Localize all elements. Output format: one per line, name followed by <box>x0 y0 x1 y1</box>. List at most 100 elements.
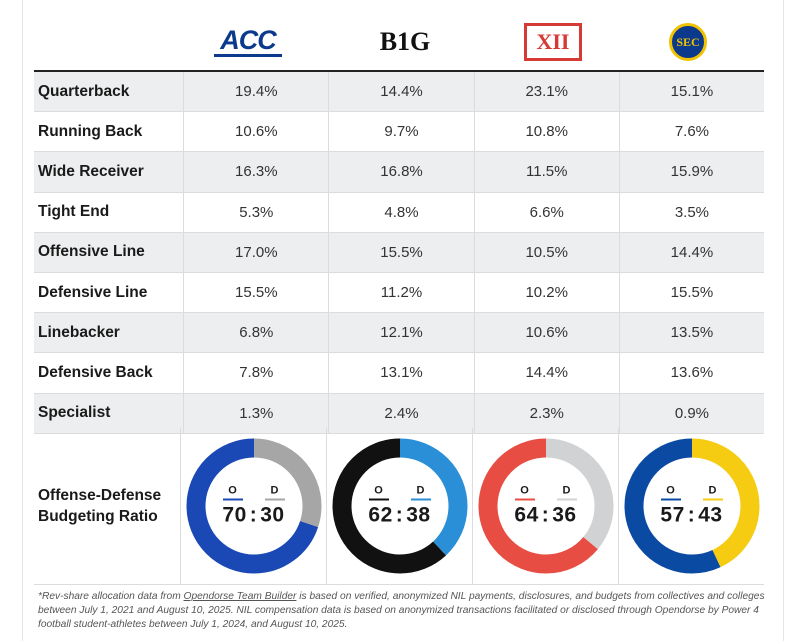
donut-charts: O D 70:30 O D 62:38 O D 64:36 O D 57:43 <box>180 428 764 584</box>
offense-letter: O <box>514 485 535 501</box>
table-cell: 15.9% <box>618 152 764 192</box>
acc-logo: ACC <box>188 22 308 62</box>
table-cell: 3.5% <box>618 192 764 232</box>
ratio-separator: : <box>249 503 258 527</box>
table-cell: 10.5% <box>473 232 619 272</box>
table-cell: 10.2% <box>473 272 619 313</box>
ratio-separator: : <box>687 503 696 527</box>
ratio-text: 57:43 <box>619 504 764 528</box>
offense-letter: O <box>222 485 243 501</box>
table-cell: 11.5% <box>473 152 619 192</box>
table-cell: 2.4% <box>328 393 473 433</box>
table-cell: 1.3% <box>183 393 328 433</box>
defense-letter: D <box>410 485 431 501</box>
offense-letter: O <box>368 485 389 501</box>
sec-logo-circle: SEC <box>669 23 707 61</box>
table-cell: 15.1% <box>618 72 764 112</box>
table-cell: 5.3% <box>183 192 328 232</box>
table-cell: 4.8% <box>328 192 473 232</box>
table-cell: 9.7% <box>328 112 473 152</box>
defense-letter: D <box>556 485 577 501</box>
donut-chart <box>186 438 321 574</box>
table-cell: 15.5% <box>183 272 328 313</box>
table-cell: 13.5% <box>618 313 764 353</box>
budget-ratio-label: Offense-Defense Budgeting Ratio <box>34 485 180 527</box>
table-row: Offensive Line 17.0% 15.5% 10.5% 14.4% <box>34 232 764 273</box>
table-row: Running Back 10.6% 9.7% 10.8% 7.6% <box>34 112 764 153</box>
table-cell: 16.3% <box>183 152 328 192</box>
position-allocation-table: Quarterback 19.4% 14.4% 23.1% 15.1% Running B… <box>34 70 764 434</box>
big-ten-logo: B1G <box>345 22 465 62</box>
defense-value: 36 <box>552 503 577 527</box>
sec-logo-text: SEC <box>676 34 700 49</box>
donut-center-label: O D 70:30 <box>181 485 326 528</box>
table-row: Wide Receiver 16.3% 16.8% 11.5% 15.9% <box>34 152 764 193</box>
footnote-prefix: *Rev-share allocation data from <box>38 591 184 602</box>
ratio-text: 70:30 <box>181 504 326 528</box>
table-cell: 14.4% <box>618 232 764 272</box>
table-cell: 14.4% <box>473 353 619 393</box>
table-row: Linebacker 6.8% 12.1% 10.6% 13.5% <box>34 313 764 354</box>
table-cell: 19.4% <box>183 72 328 112</box>
table-row: Defensive Line 15.5% 11.2% 10.2% 15.5% <box>34 272 764 314</box>
ratio-separator: : <box>395 503 404 527</box>
offense-value: 70 <box>222 503 247 527</box>
row-label: Defensive Line <box>38 283 148 301</box>
table-cell: 23.1% <box>473 72 619 112</box>
opendorse-team-builder-link[interactable]: Opendorse Team Builder <box>183 591 297 602</box>
row-label: Wide Receiver <box>38 162 144 180</box>
row-label: Quarterback <box>38 82 130 100</box>
offense-value: 57 <box>660 503 685 527</box>
sec-logo: SEC <box>628 22 748 62</box>
table-cell: 0.9% <box>618 393 764 433</box>
donut-center-label: O D 57:43 <box>619 485 764 528</box>
defense-value: 38 <box>406 503 431 527</box>
table-cell: 2.3% <box>473 393 619 433</box>
offense-value: 64 <box>514 503 539 527</box>
table-cell: 14.4% <box>328 72 473 112</box>
acc-logo-text: ACC <box>214 27 282 57</box>
donut-defense-slice <box>332 438 467 574</box>
ratio-separator: : <box>541 503 550 527</box>
offense-value: 62 <box>368 503 393 527</box>
donut-chart <box>478 438 613 574</box>
budget-ratio-label-line2: Budgeting Ratio <box>38 508 158 525</box>
big-12-logo: XII <box>493 22 613 62</box>
row-label: Offensive Line <box>38 243 145 261</box>
table-cell: 12.1% <box>328 313 473 353</box>
big-12-logo-text: XII <box>536 29 570 54</box>
table-cell: 11.2% <box>328 272 473 313</box>
offense-letter: O <box>660 485 681 501</box>
defense-letter: D <box>702 485 723 501</box>
donut-defense-slice <box>478 438 613 574</box>
table-row: Quarterback 19.4% 14.4% 23.1% 15.1% <box>34 72 764 113</box>
table-row: Defensive Back 7.8% 13.1% 14.4% 13.6% <box>34 353 764 394</box>
defense-value: 43 <box>698 503 723 527</box>
table-cell: 13.1% <box>328 353 473 393</box>
budget-ratio-row: Offense-Defense Budgeting Ratio O D 70:30 O… <box>34 428 764 585</box>
row-label: Linebacker <box>38 323 120 341</box>
table-cell: 16.8% <box>328 152 473 192</box>
table-cell: 10.6% <box>183 112 328 152</box>
donut-chart <box>624 438 759 574</box>
table-cell: 17.0% <box>183 232 328 272</box>
table-cell: 7.6% <box>618 112 764 152</box>
row-label: Defensive Back <box>38 363 153 381</box>
footnote-text: is based on verified, anonymized NIL pay… <box>38 591 765 630</box>
donut-center-label: O D 62:38 <box>327 485 472 528</box>
donut-center-label: O D 64:36 <box>473 485 618 528</box>
ratio-text: 62:38 <box>327 504 472 528</box>
conference-logos: ACC B1G XII SEC <box>0 0 800 70</box>
row-label: Running Back <box>38 122 143 140</box>
footnote: *Rev-share allocation data from Opendors… <box>38 590 768 632</box>
table-row: Specialist 1.3% 2.4% 2.3% 0.9% <box>34 393 764 434</box>
table-cell: 6.8% <box>183 313 328 353</box>
donut-chart-cell: O D 57:43 <box>618 428 764 584</box>
defense-letter: D <box>264 485 285 501</box>
table-cell: 10.8% <box>473 112 619 152</box>
donut-chart-cell: O D 70:30 <box>180 428 326 584</box>
card-frame <box>22 0 784 641</box>
